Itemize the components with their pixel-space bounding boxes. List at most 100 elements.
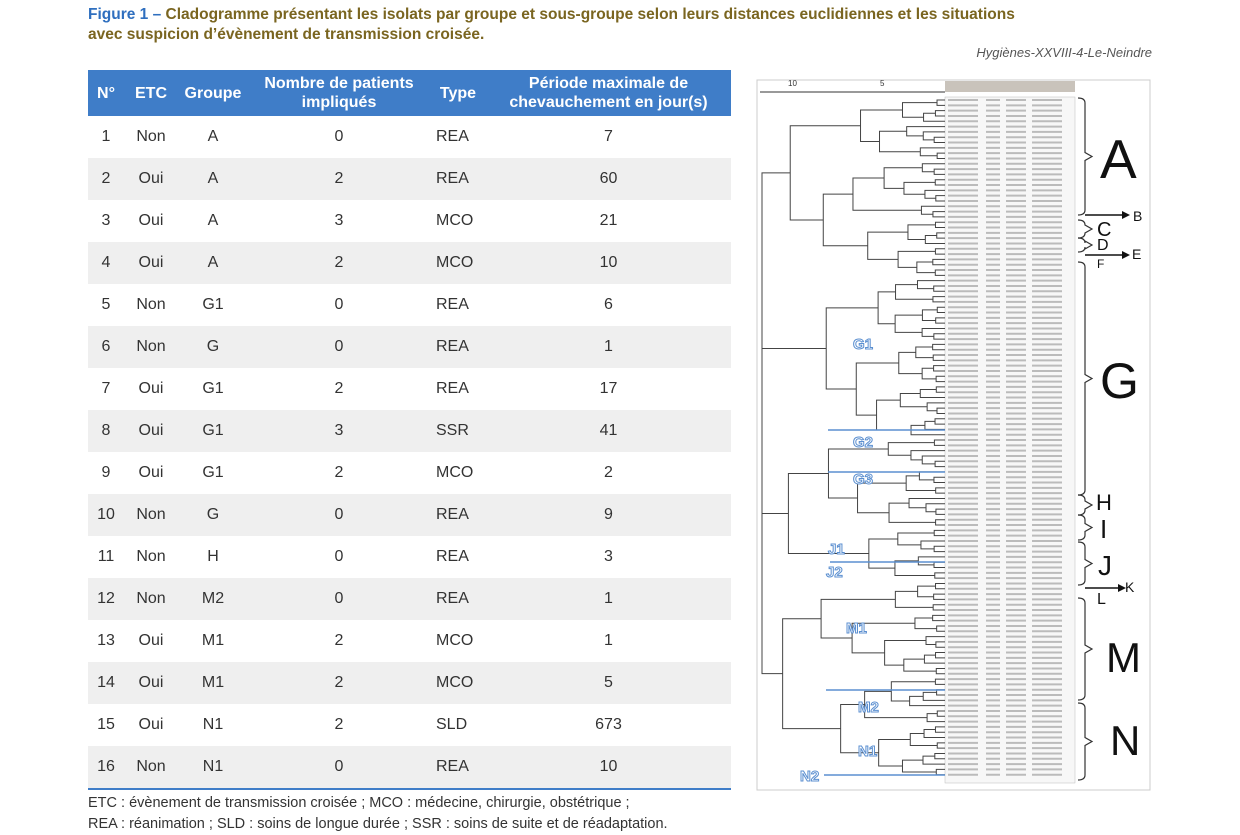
- cell: A: [207, 212, 219, 229]
- cell: 7: [604, 128, 613, 145]
- subgroup-label: J1: [828, 541, 845, 558]
- group-label: J: [1098, 550, 1112, 581]
- branch: [933, 365, 945, 372]
- cell: 60: [486, 158, 731, 200]
- cell: 16: [88, 746, 124, 790]
- cell: 5: [486, 662, 731, 704]
- cell: 41: [486, 410, 731, 452]
- bracket: [1077, 97, 1094, 216]
- subgroup-label: N1: [858, 743, 877, 760]
- cell: Oui: [138, 716, 164, 733]
- subgroup-label: J2: [826, 564, 843, 581]
- cell: G: [178, 494, 248, 536]
- cell: 0: [334, 128, 344, 145]
- branch: [932, 354, 945, 361]
- cell: 4: [88, 242, 124, 284]
- header-bar: [945, 81, 1075, 92]
- cell: MCO: [430, 662, 486, 704]
- branch: [933, 476, 945, 483]
- branch: [934, 221, 945, 228]
- column-header: Type: [430, 70, 486, 116]
- source: Hygiènes-XXVIII-4-Le-Neindre: [976, 45, 1152, 60]
- cell: 10: [486, 746, 731, 790]
- cell: Non: [124, 326, 178, 368]
- cell: 1: [604, 632, 613, 649]
- data-table: N° ETC Groupe Nombre de patients impliqués T…: [88, 70, 731, 790]
- footnote: ETC : évènement de transmission croisée …: [88, 793, 668, 835]
- cell: 6: [604, 296, 613, 313]
- branch: [921, 163, 945, 173]
- cell: MCO: [436, 632, 474, 649]
- table-row: 1 Non A 0 REA 7: [88, 116, 731, 158]
- branch: [888, 502, 936, 523]
- branch: [936, 710, 945, 717]
- group-label: M: [1106, 634, 1141, 681]
- cell: SLD: [436, 716, 468, 733]
- branch: [820, 598, 896, 639]
- branch: [932, 614, 945, 622]
- branch: [933, 136, 945, 143]
- branch: [934, 678, 945, 685]
- cell: REA: [436, 296, 469, 313]
- cell: REA: [436, 548, 469, 565]
- arrow-head: [1122, 211, 1130, 219]
- bracket: [1077, 541, 1094, 586]
- cell: 1: [101, 128, 111, 145]
- branch: [922, 131, 945, 141]
- cell: A: [207, 128, 219, 145]
- cell: Oui: [124, 242, 178, 284]
- group-label: C: [1097, 219, 1111, 241]
- bracket: [1077, 494, 1094, 516]
- column-header: N°: [88, 70, 124, 116]
- branch: [934, 572, 945, 579]
- arrow-head: [1118, 584, 1126, 592]
- cell: REA: [430, 746, 486, 790]
- branch: [934, 418, 945, 425]
- cell: 2: [248, 662, 430, 704]
- cell: M1: [201, 632, 225, 649]
- cell: SSR: [430, 410, 486, 452]
- cell: 15: [97, 716, 115, 733]
- table-row: 16 Non N1 0 REA 10: [88, 746, 731, 790]
- cell: 1: [486, 578, 731, 620]
- bracket: [1077, 219, 1094, 239]
- branch: [922, 755, 945, 765]
- cell: N1: [178, 746, 248, 790]
- footnote-line: REA : réanimation ; SLD : soins de longu…: [88, 816, 668, 832]
- table-row: 13 Oui M1 2 MCO 1: [88, 620, 731, 662]
- cell: MCO: [436, 464, 474, 481]
- cell: Oui: [138, 212, 164, 229]
- cell: Oui: [138, 464, 164, 481]
- group-label: L: [1097, 591, 1106, 608]
- branch: [933, 439, 945, 446]
- cell: 2: [334, 464, 344, 481]
- cell: 673: [595, 716, 622, 733]
- cell: 0: [248, 578, 430, 620]
- cell: 2: [248, 158, 430, 200]
- branch: [922, 691, 945, 701]
- cell: REA: [436, 128, 469, 145]
- branch: [916, 280, 945, 290]
- branch: [894, 314, 923, 333]
- column-header: Période maximale de chevauchement en jou…: [486, 70, 731, 116]
- subgroup-label: M1: [846, 620, 867, 637]
- cell: N1: [202, 716, 224, 733]
- cell: 0: [248, 746, 430, 790]
- branch: [935, 508, 945, 515]
- scale-label: 5: [880, 79, 885, 88]
- cell: Oui: [124, 662, 178, 704]
- subgroup-label: G2: [853, 434, 873, 451]
- subgroup-label: N2: [800, 768, 819, 785]
- cell: REA: [430, 578, 486, 620]
- branch: [935, 375, 945, 383]
- cell: M1: [178, 662, 248, 704]
- table-row: 3 Oui A 3 MCO 21: [88, 200, 731, 242]
- cell: REA: [430, 494, 486, 536]
- table-row: 15 Oui N1 2 SLD 673: [88, 704, 731, 746]
- branch: [935, 386, 945, 393]
- branch: [883, 167, 923, 189]
- cell: 3: [334, 212, 344, 229]
- cell: 9: [486, 494, 731, 536]
